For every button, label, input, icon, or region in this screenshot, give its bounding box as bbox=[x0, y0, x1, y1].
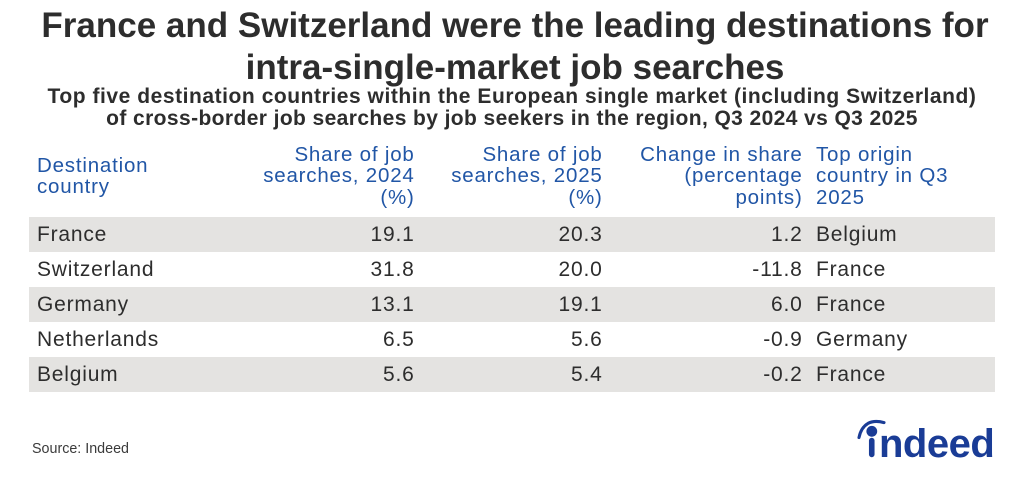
svg-text:ndeed: ndeed bbox=[879, 422, 994, 460]
